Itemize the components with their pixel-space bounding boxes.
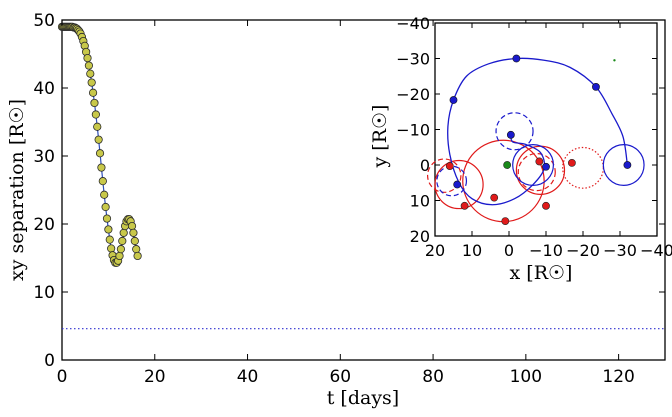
- data-point: [130, 236, 139, 246]
- blue-marker: [506, 130, 515, 139]
- inset-y-tick-label: −30: [396, 50, 430, 69]
- x-tick-label: 20: [144, 367, 166, 387]
- data-point: [129, 228, 138, 237]
- inset-x-tick-label: −40: [640, 241, 672, 260]
- y-tick-label: 10: [33, 283, 55, 303]
- data-point: [100, 190, 109, 199]
- inset-x-tick-label: 0: [504, 241, 514, 260]
- x-tick-label: 100: [510, 367, 542, 387]
- data-point: [127, 221, 137, 231]
- inset-y-tick-label: 10: [410, 192, 430, 211]
- x-tick-label: 60: [329, 367, 351, 387]
- data-point: [93, 122, 102, 131]
- stray-marker: [613, 59, 616, 62]
- inset-y-tick-label: 20: [410, 227, 430, 246]
- blue-marker: [542, 162, 550, 171]
- y-tick-label: 20: [33, 215, 55, 235]
- inset-x-tick-label: −30: [603, 241, 637, 260]
- main-x-axis-label: t [days]: [327, 387, 399, 409]
- main-y-axis-label: xy separation [R☉]: [6, 99, 28, 281]
- x-tick-label: 0: [57, 367, 68, 387]
- red-marker: [568, 158, 576, 167]
- inset-x-tick-label: −10: [529, 241, 563, 260]
- x-tick-label: 80: [422, 367, 444, 387]
- data-point: [105, 235, 114, 244]
- blue-marker: [453, 180, 462, 189]
- inset-y-tick-label: −10: [396, 121, 430, 140]
- red-orbit: [434, 159, 484, 210]
- data-point: [84, 61, 94, 70]
- inset-x-tick-label: −20: [566, 241, 600, 260]
- data-point: [116, 245, 126, 254]
- y-tick-label: 50: [33, 11, 55, 31]
- data-point: [107, 244, 116, 253]
- data-point: [91, 110, 100, 119]
- data-point: [88, 88, 98, 97]
- data-point: [87, 78, 96, 87]
- blue-marker: [623, 161, 632, 169]
- inset-y-tick-label: −40: [396, 14, 430, 33]
- data-point: [119, 228, 128, 237]
- blue-marker: [512, 54, 521, 63]
- data-point: [98, 177, 107, 186]
- red-marker: [535, 157, 544, 166]
- y-tick-label: 40: [33, 79, 55, 99]
- x-tick-label: 120: [602, 367, 634, 387]
- red-marker: [501, 217, 510, 225]
- data-point: [86, 69, 95, 78]
- blue-marker: [449, 96, 458, 104]
- x-tick-label: 40: [237, 367, 259, 387]
- data-point: [83, 53, 92, 63]
- inset-y-axis-label: y [R☉]: [369, 105, 391, 169]
- red-orbit-dashed: [517, 153, 556, 192]
- blue-spiral-track: [447, 57, 629, 206]
- data-point: [90, 98, 99, 108]
- center-marker: [503, 161, 512, 169]
- inset-x-tick-label: 20: [425, 241, 445, 260]
- red-marker: [445, 162, 454, 170]
- inset-x-tick-label: 10: [462, 241, 482, 260]
- y-tick-label: 30: [33, 147, 55, 167]
- data-point: [115, 251, 124, 261]
- red-marker: [490, 193, 499, 202]
- data-point: [133, 251, 142, 261]
- blue-orbit: [602, 144, 645, 186]
- data-point: [132, 245, 141, 254]
- red-marker: [460, 201, 469, 210]
- data-point: [102, 214, 112, 223]
- orbit-tracks: [427, 54, 645, 225]
- inset-y-tick-label: 0: [420, 156, 430, 175]
- blue-orbit-dashed: [495, 112, 534, 151]
- data-point: [118, 236, 127, 246]
- red-marker: [542, 201, 550, 210]
- blue-orbit-dashed: [436, 165, 468, 197]
- blue-marker: [592, 83, 600, 91]
- data-point: [104, 225, 113, 234]
- data-point: [97, 163, 106, 172]
- data-point: [94, 135, 103, 144]
- data-point: [95, 149, 105, 158]
- inset-y-tick-label: −20: [396, 85, 430, 104]
- red-orbit-dashed: [427, 158, 462, 193]
- data-point: [101, 202, 110, 212]
- inset-x-axis-label: x [R☉]: [510, 262, 573, 284]
- y-tick-label: 0: [44, 351, 55, 371]
